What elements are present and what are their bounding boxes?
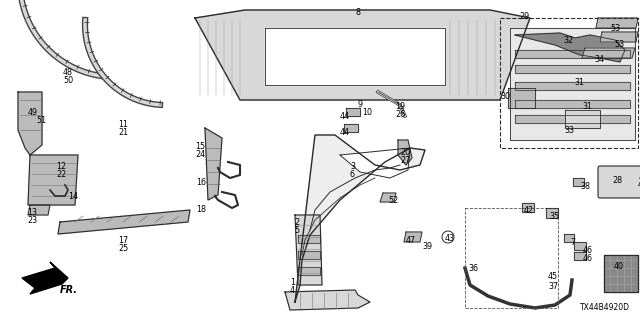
Text: 14: 14 (68, 192, 78, 201)
Text: 53: 53 (614, 40, 624, 49)
Polygon shape (574, 242, 586, 250)
Polygon shape (205, 128, 222, 200)
Text: 29: 29 (519, 12, 529, 21)
Text: 39: 39 (422, 242, 432, 251)
Text: 19: 19 (395, 102, 405, 111)
Text: 2: 2 (294, 218, 299, 227)
Text: 43: 43 (445, 234, 455, 243)
Text: 35: 35 (549, 212, 559, 221)
Polygon shape (565, 110, 600, 128)
Text: 12: 12 (56, 162, 66, 171)
Text: 28: 28 (612, 176, 622, 185)
Text: 25: 25 (118, 244, 128, 253)
Text: 8: 8 (355, 8, 360, 17)
Text: 42: 42 (524, 206, 534, 215)
Text: 10: 10 (362, 108, 372, 117)
Polygon shape (18, 92, 42, 155)
Text: 30: 30 (500, 92, 510, 101)
Text: 22: 22 (56, 170, 67, 179)
Text: 24: 24 (195, 150, 205, 159)
Polygon shape (515, 115, 630, 123)
Polygon shape (515, 100, 630, 108)
Text: 11: 11 (118, 120, 128, 129)
Text: 34: 34 (594, 55, 604, 64)
Text: 33: 33 (564, 126, 574, 135)
Text: 13: 13 (27, 208, 37, 217)
Text: 7: 7 (570, 238, 575, 247)
Polygon shape (295, 215, 322, 285)
Text: 3: 3 (350, 162, 355, 171)
Polygon shape (510, 28, 635, 140)
Text: 41: 41 (638, 180, 640, 189)
Polygon shape (564, 234, 574, 242)
Text: 46: 46 (583, 254, 593, 263)
Polygon shape (574, 252, 586, 260)
Text: 37: 37 (548, 282, 558, 291)
Text: 26: 26 (395, 110, 405, 119)
Text: 16: 16 (196, 178, 206, 187)
Text: 44: 44 (340, 112, 350, 121)
Text: TX44B4920D: TX44B4920D (580, 303, 630, 312)
Polygon shape (298, 251, 320, 259)
Text: 38: 38 (580, 182, 590, 191)
Polygon shape (596, 18, 638, 28)
Text: 31: 31 (582, 102, 592, 111)
Text: 45: 45 (548, 272, 558, 281)
Text: 40: 40 (614, 262, 624, 271)
Text: 44: 44 (340, 128, 350, 137)
Polygon shape (398, 140, 412, 165)
Text: FR.: FR. (60, 285, 78, 295)
Polygon shape (295, 135, 425, 302)
Text: 32: 32 (563, 36, 573, 45)
Text: 4: 4 (290, 286, 295, 295)
Text: 21: 21 (118, 128, 128, 137)
Polygon shape (573, 178, 584, 186)
Text: 1: 1 (290, 278, 295, 287)
Text: 46: 46 (583, 246, 593, 255)
Polygon shape (380, 193, 396, 202)
Polygon shape (546, 208, 558, 218)
Polygon shape (58, 210, 190, 234)
Text: 5: 5 (294, 226, 299, 235)
Text: 9: 9 (358, 100, 363, 109)
Text: 6: 6 (350, 170, 355, 179)
Text: 15: 15 (195, 142, 205, 151)
Polygon shape (515, 33, 625, 62)
Polygon shape (515, 50, 630, 58)
Polygon shape (508, 88, 535, 108)
Text: 17: 17 (118, 236, 128, 245)
Text: 49: 49 (28, 108, 38, 117)
Polygon shape (344, 124, 358, 132)
Polygon shape (582, 48, 635, 58)
Text: 53: 53 (610, 24, 620, 33)
Polygon shape (265, 28, 445, 85)
Text: 31: 31 (574, 78, 584, 87)
Polygon shape (522, 203, 534, 212)
Polygon shape (298, 267, 320, 275)
Polygon shape (404, 232, 422, 242)
FancyBboxPatch shape (598, 166, 640, 198)
Polygon shape (346, 108, 360, 116)
Text: 36: 36 (468, 264, 478, 273)
Text: 51: 51 (36, 116, 46, 125)
Polygon shape (604, 255, 638, 292)
Text: 50: 50 (63, 76, 73, 85)
Text: 48: 48 (63, 68, 73, 77)
Polygon shape (22, 262, 68, 294)
Text: 18: 18 (196, 205, 206, 214)
Polygon shape (340, 148, 410, 178)
Text: 27: 27 (400, 156, 410, 165)
Text: 20: 20 (400, 148, 410, 157)
Text: 52: 52 (388, 196, 398, 205)
Polygon shape (195, 10, 530, 100)
Polygon shape (28, 205, 50, 215)
Polygon shape (515, 82, 630, 90)
Polygon shape (600, 32, 638, 42)
Polygon shape (298, 235, 320, 243)
Polygon shape (285, 290, 370, 310)
Polygon shape (515, 65, 630, 73)
Text: 23: 23 (27, 216, 37, 225)
Polygon shape (28, 155, 78, 205)
Text: 47: 47 (406, 236, 416, 245)
